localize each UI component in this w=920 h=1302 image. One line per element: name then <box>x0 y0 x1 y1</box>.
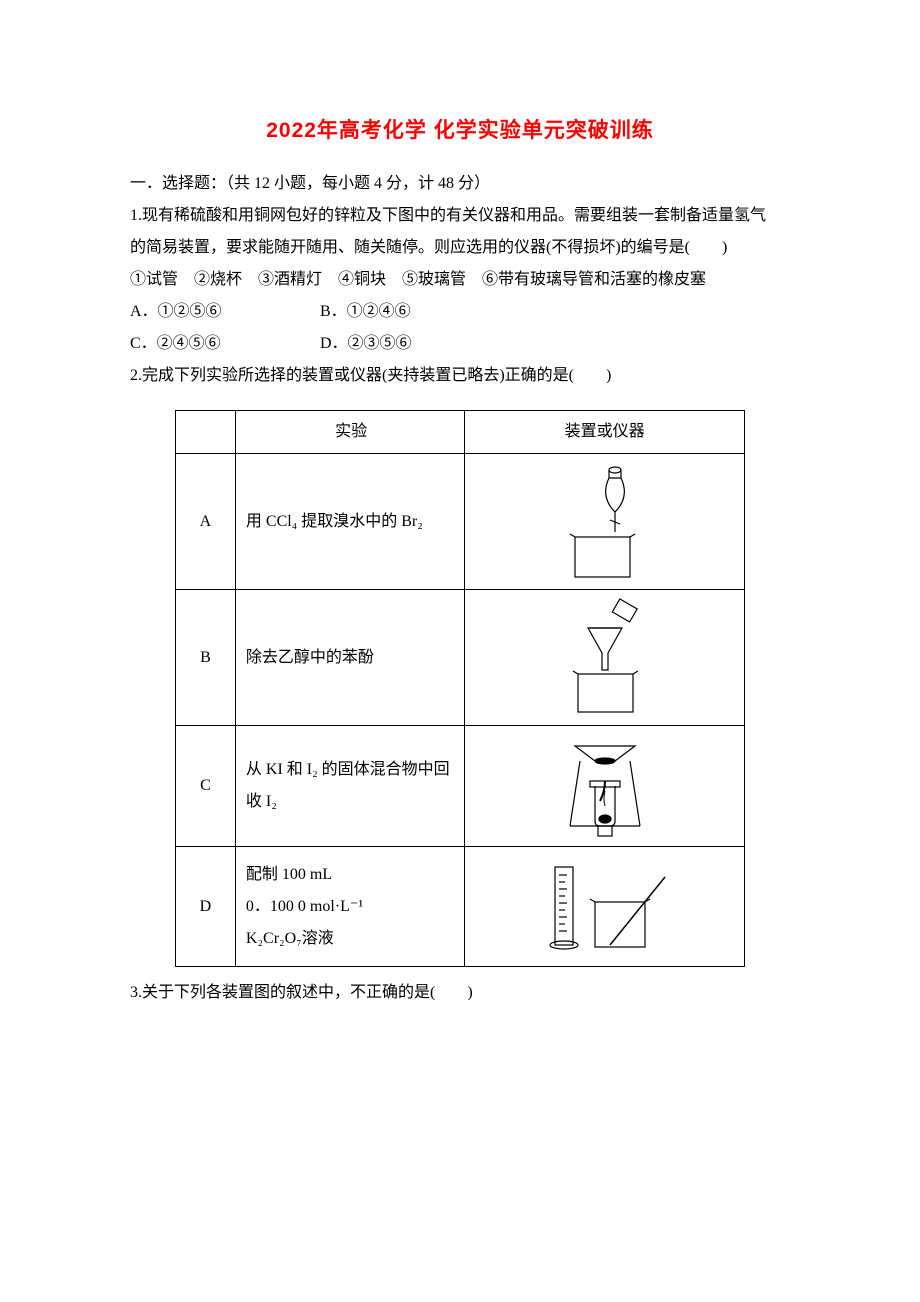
q1-line2: 的简易装置，要求能随开随用、随关随停。则应选用的仪器(不得损坏)的编号是( ) <box>130 232 790 264</box>
cell-c-img <box>465 726 745 847</box>
q3-text: 3.关于下列各装置图的叙述中，不正确的是( ) <box>130 977 790 1009</box>
cell-b-exp: 除去乙醇中的苯酚 <box>235 590 464 726</box>
q2-text: 2.完成下列实验所选择的装置或仪器(夹持装置已略去)正确的是( ) <box>130 360 790 392</box>
q1-line1: 1.现有稀硫酸和用铜网包好的锌粒及下图中的有关仪器和用品。需要组装一套制备适量氢… <box>130 200 790 232</box>
th-apparatus: 装置或仪器 <box>465 411 745 454</box>
cell-b-img <box>465 590 745 726</box>
q2-table: 实验 装置或仪器 A 用 CCl₄ 提取溴水中的 Br₂ B 除去乙醇中的苯酚 <box>175 410 745 967</box>
page-title: 2022年高考化学 化学实验单元突破训练 <box>130 110 790 152</box>
th-blank <box>176 411 236 454</box>
table-row-a: A 用 CCl₄ 提取溴水中的 Br₂ <box>176 454 745 590</box>
q1-option-d: D．②③⑤⑥ <box>320 328 790 360</box>
q1-options-row2: C．②④⑤⑥ D．②③⑤⑥ <box>130 328 790 360</box>
table-header-row: 实验 装置或仪器 <box>176 411 745 454</box>
cell-a-exp: 用 CCl₄ 提取溴水中的 Br₂ <box>235 454 464 590</box>
cell-d-exp: 配制 100 mL 0．100 0 mol·L⁻¹ K₂Cr₂O₇溶液 <box>235 847 464 967</box>
table-row-b: B 除去乙醇中的苯酚 <box>176 590 745 726</box>
cell-a-img <box>465 454 745 590</box>
th-experiment: 实验 <box>235 411 464 454</box>
cell-d-exp-l3: K₂Cr₂O₇溶液 <box>246 930 334 947</box>
cell-c-exp: 从 KI 和 I₂ 的固体混合物中回 收 I₂ <box>235 726 464 847</box>
cell-d-letter: D <box>176 847 236 967</box>
cell-c-exp-l1: 从 KI 和 I₂ 的固体混合物中回 <box>246 761 450 778</box>
q1-option-a: A．①②⑤⑥ <box>130 296 320 328</box>
cell-c-exp-l2: 收 I₂ <box>246 793 277 810</box>
section-heading: 一．选择题：（共 12 小题，每小题 4 分，计 48 分） <box>130 168 790 200</box>
table-row-d: D 配制 100 mL 0．100 0 mol·L⁻¹ K₂Cr₂O₇溶液 <box>176 847 745 967</box>
funnel-filter-icon <box>560 598 650 718</box>
q1-options-row1: A．①②⑤⑥ B．①②④⑥ <box>130 296 790 328</box>
cell-a-letter: A <box>176 454 236 590</box>
sublimation-heating-icon <box>550 731 660 841</box>
graduated-cylinder-beaker-icon <box>535 857 675 957</box>
cell-c-letter: C <box>176 726 236 847</box>
cell-d-img <box>465 847 745 967</box>
cell-b-letter: B <box>176 590 236 726</box>
separating-funnel-icon <box>560 462 650 582</box>
table-row-c: C 从 KI 和 I₂ 的固体混合物中回 收 I₂ <box>176 726 745 847</box>
cell-d-exp-l1: 配制 100 mL <box>246 866 332 883</box>
q1-option-c: C．②④⑤⑥ <box>130 328 320 360</box>
q1-option-b: B．①②④⑥ <box>320 296 790 328</box>
cell-d-exp-l2: 0．100 0 mol·L⁻¹ <box>246 898 363 915</box>
q1-items: ①试管 ②烧杯 ③酒精灯 ④铜块 ⑤玻璃管 ⑥带有玻璃导管和活塞的橡皮塞 <box>130 264 790 296</box>
